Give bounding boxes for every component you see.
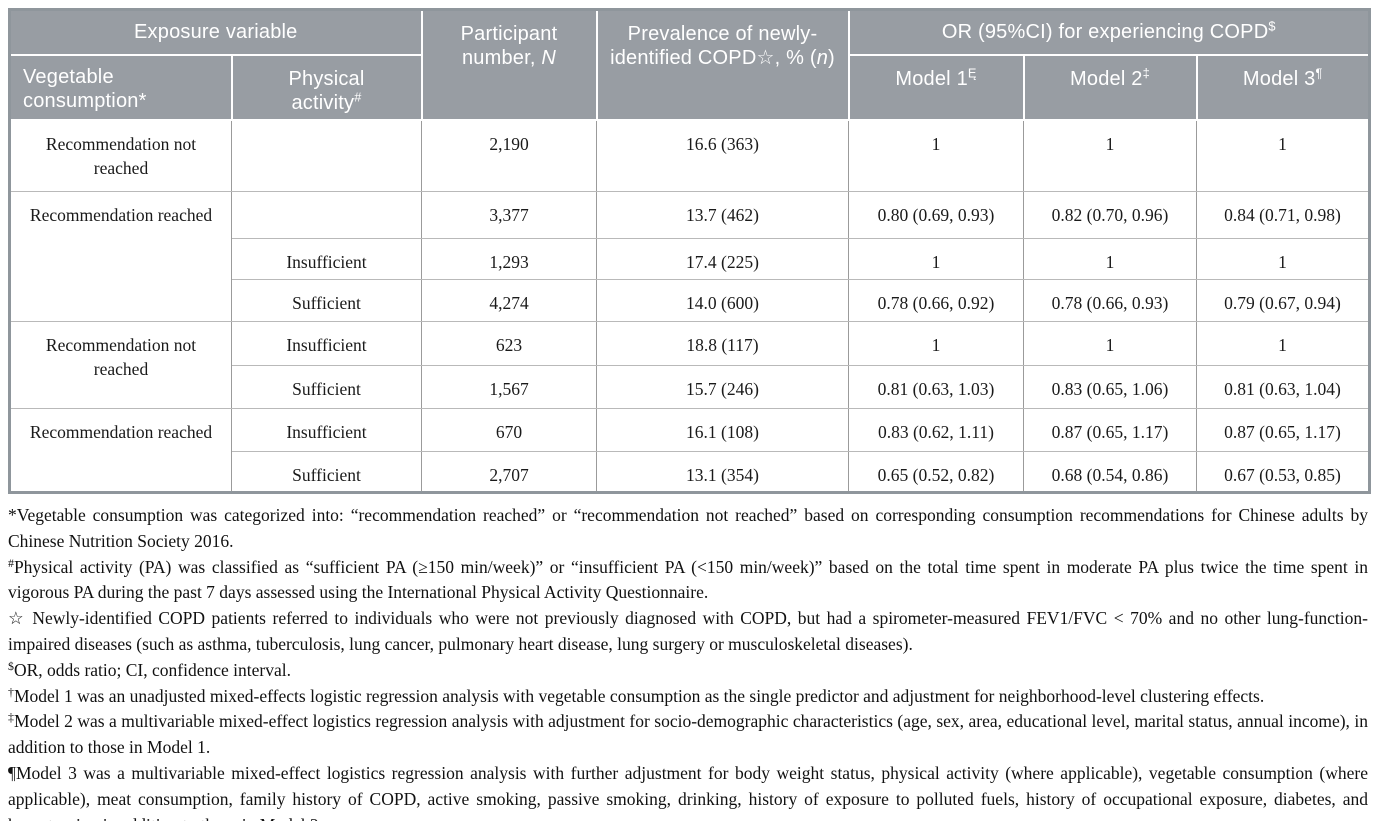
footnote-model-3: ¶Model 3 was a multivariable mixed-effec… (8, 762, 1368, 821)
cell-physical-activity: Insufficient (231, 408, 422, 452)
cell-physical-activity (231, 119, 422, 192)
cell-model2-or: 1 (1023, 321, 1197, 366)
cell-participant-n: 1,567 (421, 365, 597, 409)
cell-participant-n: 2,707 (421, 451, 597, 493)
cell-prevalence: 13.1 (354) (596, 451, 849, 493)
cell-model3-or: 1 (1196, 238, 1370, 280)
cell-model2-or: 0.82 (0.70, 0.96) (1023, 191, 1197, 239)
cell-participant-n: 670 (421, 408, 597, 452)
header-participant-number: Participant number, N (420, 8, 598, 121)
cell-prevalence: 15.7 (246) (596, 365, 849, 409)
table-header: Exposure variable Participant number, N … (8, 8, 1371, 121)
footnotes-section: *Vegetable consumption was categorized i… (8, 503, 1368, 821)
table-body: Recommendation not reached 2,190 16.6 (3… (9, 119, 1370, 493)
cell-model2-or: 0.78 (0.66, 0.93) (1023, 279, 1197, 322)
cell-prevalence: 16.1 (108) (596, 408, 849, 452)
model2-footnote-marker: ‡ (1142, 64, 1150, 80)
cell-participant-n: 3,377 (421, 191, 597, 239)
cell-model1-or: 0.80 (0.69, 0.93) (848, 191, 1024, 239)
participant-n-italic: N (541, 47, 557, 69)
cell-participant-n: 623 (421, 321, 597, 366)
cell-model1-or: 0.78 (0.66, 0.92) (848, 279, 1024, 322)
cell-physical-activity: Sufficient (231, 451, 422, 493)
cell-prevalence: 13.7 (462) (596, 191, 849, 239)
cell-model3-or: 0.79 (0.67, 0.94) (1196, 279, 1370, 322)
footnote-physical-activity: #Physical activity (PA) was classified a… (8, 555, 1368, 603)
cell-participant-n: 1,293 (421, 238, 597, 280)
cell-model3-or: 0.84 (0.71, 0.98) (1196, 191, 1370, 239)
footnote-marker-asterisk: * (8, 505, 17, 525)
table-row: Sufficient 4,274 14.0 (600) 0.78 (0.66, … (10, 279, 1370, 322)
page-root: Exposure variable Participant number, N … (8, 8, 1371, 821)
footnote-vegetable: *Vegetable consumption was categorized i… (8, 505, 1368, 551)
footnote-marker-pilcrow: ¶ (8, 762, 16, 783)
cell-physical-activity: Insufficient (231, 321, 422, 366)
header-prevalence-copd: Prevalence of newly-identified COPD☆, % … (595, 8, 850, 121)
cell-model3-or: 1 (1196, 321, 1370, 366)
cell-model1-or: 1 (848, 238, 1024, 280)
table-row: Insufficient 1,293 17.4 (225) 1 1 1 (10, 238, 1370, 280)
footnote-or-ci: $OR, odds ratio; CI, confidence interval… (8, 658, 291, 680)
cell-model3-or: 0.67 (0.53, 0.85) (1196, 451, 1370, 493)
cell-vegetable: Recommendation reached (9, 408, 232, 493)
cell-model1-or: 0.83 (0.62, 1.11) (848, 408, 1024, 452)
physical-footnote-marker: # (354, 88, 362, 104)
cell-model3-or: 1 (1196, 119, 1370, 192)
cell-prevalence: 17.4 (225) (596, 238, 849, 280)
model1-footnote-marker: Ę (967, 64, 977, 80)
cell-participant-n: 4,274 (421, 279, 597, 322)
cell-physical-activity: Insufficient (231, 238, 422, 280)
cell-model3-or: 0.81 (0.63, 1.04) (1196, 365, 1370, 409)
table-row: Recommendation reached 3,377 13.7 (462) … (9, 191, 1370, 322)
header-model-3: Model 3¶ (1195, 53, 1371, 121)
cell-prevalence: 14.0 (600) (596, 279, 849, 322)
cell-model1-or: 0.81 (0.63, 1.03) (848, 365, 1024, 409)
cell-model3-or: 0.87 (0.65, 1.17) (1196, 408, 1370, 452)
cell-physical-activity: Sufficient (231, 365, 422, 409)
table-row: Sufficient 1,567 15.7 (246) 0.81 (0.63, … (10, 365, 1370, 409)
header-physical-activity: Physical activity# (230, 53, 423, 121)
header-exposure-variable: Exposure variable (8, 8, 423, 56)
table-row: Recommendation not reached Insufficient … (9, 321, 1370, 409)
cell-model1-or: 1 (848, 119, 1024, 192)
footnote-newly-identified-copd: ☆ Newly-identified COPD patients referre… (8, 608, 1368, 654)
footnote-marker-hash: # (8, 555, 14, 570)
or-footnote-marker: $ (1268, 18, 1276, 34)
footnote-marker-dagger: † (8, 684, 14, 699)
header-or-ci: OR (95%CI) for experiencing COPD$ (847, 8, 1371, 56)
cell-model2-or: 0.83 (0.65, 1.06) (1023, 365, 1197, 409)
cell-physical-activity (231, 191, 422, 239)
model3-footnote-marker: ¶ (1315, 64, 1323, 80)
footnote-model-1: †Model 1 was an unadjusted mixed-effects… (8, 684, 1265, 706)
table-row: Sufficient 2,707 13.1 (354) 0.65 (0.52, … (10, 451, 1370, 493)
cell-participant-n: 2,190 (421, 119, 597, 192)
header-vegetable-consumption: Vegetable consumption* (8, 53, 233, 121)
footnote-marker-dollar: $ (8, 658, 14, 673)
footnote-marker-star: ☆ (8, 608, 33, 629)
cell-model2-or: 1 (1023, 119, 1197, 192)
vegetable-footnote-marker: * (138, 89, 147, 112)
cell-prevalence: 16.6 (363) (596, 119, 849, 192)
table-row: Recommendation reached Insufficient 670 … (9, 408, 1370, 493)
cell-model2-or: 0.68 (0.54, 0.86) (1023, 451, 1197, 493)
cell-vegetable: Recommendation reached (9, 191, 232, 322)
cell-model1-or: 0.65 (0.52, 0.82) (848, 451, 1024, 493)
cell-model1-or: 1 (848, 321, 1024, 366)
cell-physical-activity: Sufficient (231, 279, 422, 322)
table-row: Recommendation not reached 2,190 16.6 (3… (9, 119, 1370, 192)
results-table: Exposure variable Participant number, N … (8, 8, 1371, 494)
footnote-model-2: ‡Model 2 was a multivariable mixed-effec… (8, 710, 1368, 758)
footnote-marker-double-dagger: ‡ (8, 710, 15, 725)
cell-prevalence: 18.8 (117) (596, 321, 849, 366)
prevalence-n-italic: n (816, 47, 829, 69)
header-model-1: Model 1Ę (847, 53, 1025, 121)
header-model-2: Model 2‡ (1022, 53, 1198, 121)
cell-vegetable: Recommendation not reached (9, 321, 232, 409)
cell-model2-or: 1 (1023, 238, 1197, 280)
cell-model2-or: 0.87 (0.65, 1.17) (1023, 408, 1197, 452)
cell-vegetable: Recommendation not reached (9, 119, 232, 192)
